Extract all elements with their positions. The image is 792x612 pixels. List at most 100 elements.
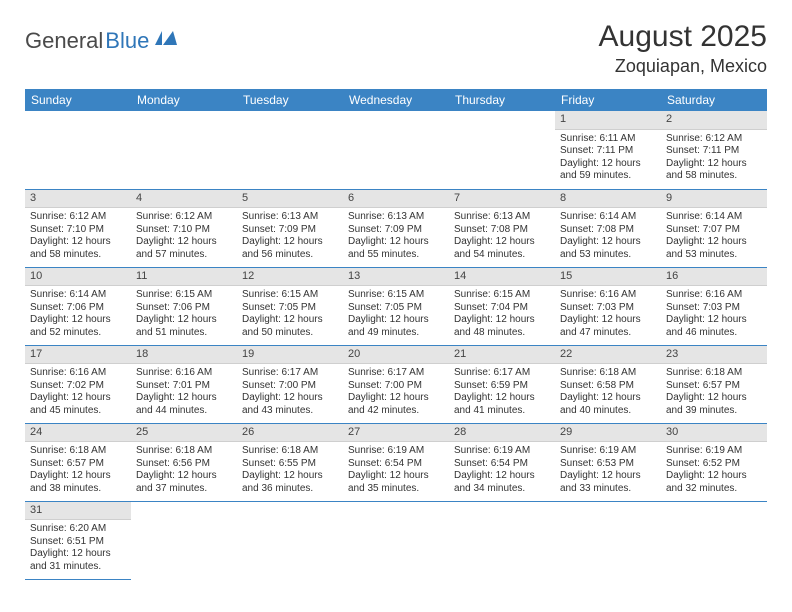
sunset-line: Sunset: 6:55 PM bbox=[242, 458, 338, 471]
sunrise-line: Sunrise: 6:15 AM bbox=[242, 289, 338, 302]
calendar-cell: 21Sunrise: 6:17 AMSunset: 6:59 PMDayligh… bbox=[449, 345, 555, 423]
calendar-cell: 13Sunrise: 6:15 AMSunset: 7:05 PMDayligh… bbox=[343, 267, 449, 345]
day-body: Sunrise: 6:18 AMSunset: 6:55 PMDaylight:… bbox=[237, 442, 343, 498]
calendar-body: 1Sunrise: 6:11 AMSunset: 7:11 PMDaylight… bbox=[25, 111, 767, 579]
sunset-line: Sunset: 7:11 PM bbox=[560, 145, 656, 158]
page: General Blue August 2025 Zoquiapan, Mexi… bbox=[0, 0, 792, 580]
day-number: 19 bbox=[237, 346, 343, 365]
day-body: Sunrise: 6:15 AMSunset: 7:04 PMDaylight:… bbox=[449, 286, 555, 342]
day-number: 5 bbox=[237, 190, 343, 209]
weekday-header: Friday bbox=[555, 89, 661, 111]
day-body: Sunrise: 6:13 AMSunset: 7:09 PMDaylight:… bbox=[343, 208, 449, 264]
calendar-cell: 28Sunrise: 6:19 AMSunset: 6:54 PMDayligh… bbox=[449, 423, 555, 501]
calendar-row: 31Sunrise: 6:20 AMSunset: 6:51 PMDayligh… bbox=[25, 501, 767, 579]
daylight-line: Daylight: 12 hours and 52 minutes. bbox=[30, 314, 126, 339]
daylight-line: Daylight: 12 hours and 49 minutes. bbox=[348, 314, 444, 339]
day-body: Sunrise: 6:15 AMSunset: 7:05 PMDaylight:… bbox=[343, 286, 449, 342]
day-number: 11 bbox=[131, 268, 237, 287]
calendar-cell: 19Sunrise: 6:17 AMSunset: 7:00 PMDayligh… bbox=[237, 345, 343, 423]
calendar-cell: 1Sunrise: 6:11 AMSunset: 7:11 PMDaylight… bbox=[555, 111, 661, 189]
sunrise-line: Sunrise: 6:17 AM bbox=[454, 367, 550, 380]
day-number: 14 bbox=[449, 268, 555, 287]
calendar-cell: 31Sunrise: 6:20 AMSunset: 6:51 PMDayligh… bbox=[25, 501, 131, 579]
calendar-cell: 24Sunrise: 6:18 AMSunset: 6:57 PMDayligh… bbox=[25, 423, 131, 501]
sunrise-line: Sunrise: 6:18 AM bbox=[242, 445, 338, 458]
day-body: Sunrise: 6:13 AMSunset: 7:09 PMDaylight:… bbox=[237, 208, 343, 264]
daylight-line: Daylight: 12 hours and 33 minutes. bbox=[560, 470, 656, 495]
day-body: Sunrise: 6:19 AMSunset: 6:54 PMDaylight:… bbox=[343, 442, 449, 498]
day-number: 2 bbox=[661, 111, 767, 130]
daylight-line: Daylight: 12 hours and 37 minutes. bbox=[136, 470, 232, 495]
day-body: Sunrise: 6:16 AMSunset: 7:02 PMDaylight:… bbox=[25, 364, 131, 420]
calendar-cell: 10Sunrise: 6:14 AMSunset: 7:06 PMDayligh… bbox=[25, 267, 131, 345]
sunrise-line: Sunrise: 6:14 AM bbox=[666, 211, 762, 224]
calendar-cell bbox=[237, 111, 343, 189]
day-number: 13 bbox=[343, 268, 449, 287]
calendar-cell bbox=[131, 501, 237, 579]
sunset-line: Sunset: 7:09 PM bbox=[348, 224, 444, 237]
day-number: 1 bbox=[555, 111, 661, 130]
flag-icon bbox=[155, 31, 177, 52]
calendar-cell: 17Sunrise: 6:16 AMSunset: 7:02 PMDayligh… bbox=[25, 345, 131, 423]
calendar-row: 10Sunrise: 6:14 AMSunset: 7:06 PMDayligh… bbox=[25, 267, 767, 345]
sunset-line: Sunset: 6:54 PM bbox=[348, 458, 444, 471]
day-number: 30 bbox=[661, 424, 767, 443]
sunset-line: Sunset: 7:09 PM bbox=[242, 224, 338, 237]
location-label: Zoquiapan, Mexico bbox=[599, 56, 767, 77]
sunset-line: Sunset: 6:54 PM bbox=[454, 458, 550, 471]
sunset-line: Sunset: 7:08 PM bbox=[454, 224, 550, 237]
sunrise-line: Sunrise: 6:14 AM bbox=[30, 289, 126, 302]
day-number: 3 bbox=[25, 190, 131, 209]
daylight-line: Daylight: 12 hours and 59 minutes. bbox=[560, 158, 656, 183]
calendar-cell bbox=[25, 111, 131, 189]
day-body: Sunrise: 6:18 AMSunset: 6:57 PMDaylight:… bbox=[25, 442, 131, 498]
calendar-cell: 30Sunrise: 6:19 AMSunset: 6:52 PMDayligh… bbox=[661, 423, 767, 501]
daylight-line: Daylight: 12 hours and 50 minutes. bbox=[242, 314, 338, 339]
page-title: August 2025 bbox=[599, 20, 767, 54]
calendar-cell: 20Sunrise: 6:17 AMSunset: 7:00 PMDayligh… bbox=[343, 345, 449, 423]
day-number: 27 bbox=[343, 424, 449, 443]
daylight-line: Daylight: 12 hours and 35 minutes. bbox=[348, 470, 444, 495]
sunset-line: Sunset: 7:01 PM bbox=[136, 380, 232, 393]
weekday-header: Wednesday bbox=[343, 89, 449, 111]
calendar-cell: 9Sunrise: 6:14 AMSunset: 7:07 PMDaylight… bbox=[661, 189, 767, 267]
sunset-line: Sunset: 7:11 PM bbox=[666, 145, 762, 158]
daylight-line: Daylight: 12 hours and 46 minutes. bbox=[666, 314, 762, 339]
calendar-cell bbox=[237, 501, 343, 579]
calendar-cell: 23Sunrise: 6:18 AMSunset: 6:57 PMDayligh… bbox=[661, 345, 767, 423]
daylight-line: Daylight: 12 hours and 56 minutes. bbox=[242, 236, 338, 261]
day-body: Sunrise: 6:18 AMSunset: 6:56 PMDaylight:… bbox=[131, 442, 237, 498]
calendar-row: 3Sunrise: 6:12 AMSunset: 7:10 PMDaylight… bbox=[25, 189, 767, 267]
calendar-cell: 11Sunrise: 6:15 AMSunset: 7:06 PMDayligh… bbox=[131, 267, 237, 345]
daylight-line: Daylight: 12 hours and 54 minutes. bbox=[454, 236, 550, 261]
day-number: 24 bbox=[25, 424, 131, 443]
calendar-cell: 27Sunrise: 6:19 AMSunset: 6:54 PMDayligh… bbox=[343, 423, 449, 501]
calendar-cell: 2Sunrise: 6:12 AMSunset: 7:11 PMDaylight… bbox=[661, 111, 767, 189]
sunset-line: Sunset: 6:57 PM bbox=[30, 458, 126, 471]
daylight-line: Daylight: 12 hours and 53 minutes. bbox=[666, 236, 762, 261]
calendar-cell bbox=[343, 501, 449, 579]
daylight-line: Daylight: 12 hours and 58 minutes. bbox=[666, 158, 762, 183]
logo-text-general: General bbox=[25, 28, 103, 54]
sunrise-line: Sunrise: 6:16 AM bbox=[560, 289, 656, 302]
sunset-line: Sunset: 7:07 PM bbox=[666, 224, 762, 237]
sunset-line: Sunset: 7:00 PM bbox=[348, 380, 444, 393]
weekday-header: Monday bbox=[131, 89, 237, 111]
day-body: Sunrise: 6:16 AMSunset: 7:03 PMDaylight:… bbox=[661, 286, 767, 342]
calendar-cell bbox=[131, 111, 237, 189]
calendar-cell bbox=[555, 501, 661, 579]
calendar-row: 1Sunrise: 6:11 AMSunset: 7:11 PMDaylight… bbox=[25, 111, 767, 189]
sunrise-line: Sunrise: 6:19 AM bbox=[348, 445, 444, 458]
sunset-line: Sunset: 7:03 PM bbox=[666, 302, 762, 315]
daylight-line: Daylight: 12 hours and 38 minutes. bbox=[30, 470, 126, 495]
sunrise-line: Sunrise: 6:12 AM bbox=[136, 211, 232, 224]
calendar-cell: 12Sunrise: 6:15 AMSunset: 7:05 PMDayligh… bbox=[237, 267, 343, 345]
day-number: 21 bbox=[449, 346, 555, 365]
calendar-cell: 5Sunrise: 6:13 AMSunset: 7:09 PMDaylight… bbox=[237, 189, 343, 267]
calendar-cell: 14Sunrise: 6:15 AMSunset: 7:04 PMDayligh… bbox=[449, 267, 555, 345]
title-block: August 2025 Zoquiapan, Mexico bbox=[599, 20, 767, 77]
daylight-line: Daylight: 12 hours and 34 minutes. bbox=[454, 470, 550, 495]
daylight-line: Daylight: 12 hours and 51 minutes. bbox=[136, 314, 232, 339]
sunset-line: Sunset: 6:56 PM bbox=[136, 458, 232, 471]
daylight-line: Daylight: 12 hours and 58 minutes. bbox=[30, 236, 126, 261]
